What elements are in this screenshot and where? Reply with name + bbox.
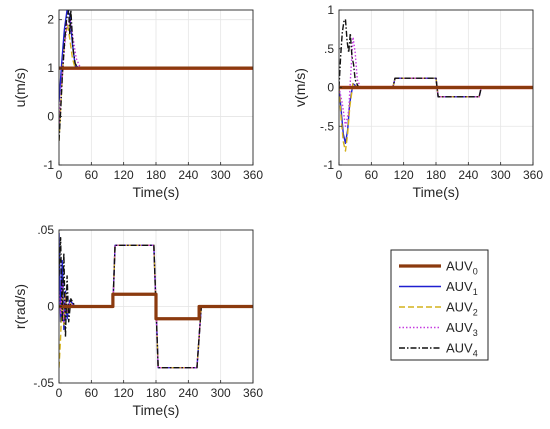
- y-tick-label: -1: [43, 158, 54, 172]
- series-line-auv4: [339, 18, 533, 98]
- plot-3: 0 60 120 180 240 300 360-.050.05Time(s)r(rad/s…: [12, 223, 263, 418]
- x-axis-label: Time(s): [413, 184, 460, 200]
- x-tick-label: 0: [336, 168, 343, 182]
- x-tick-label: 360: [523, 168, 543, 182]
- y-axis-label: r(rad/s): [12, 284, 28, 329]
- y-tick-label: -1: [323, 158, 334, 172]
- legend-label: AUV3: [446, 320, 478, 338]
- x-tick-label: 360: [243, 168, 263, 182]
- x-tick-label: 360: [243, 386, 263, 400]
- legend-label: AUV1: [446, 279, 478, 297]
- x-axis-label: Time(s): [133, 402, 180, 418]
- legend-label: AUV2: [446, 300, 478, 318]
- y-tick-label: -.05: [33, 376, 54, 390]
- x-tick-label: 120: [114, 168, 134, 182]
- x-tick-label: 300: [491, 168, 511, 182]
- legend-box: [390, 249, 489, 361]
- plot-2: 0 60 120 180 240 300 360 -1 -.5 0 .5 1 Time(s) v(m/s): [292, 3, 543, 200]
- x-tick-label: 60: [365, 168, 379, 182]
- y-tick-label: 0: [47, 110, 54, 124]
- legend: AUV0 AUV1 AUV2 AUV3 AUV4: [390, 249, 489, 361]
- x-tick-label: 180: [426, 168, 446, 182]
- y-tick-label: 0: [47, 300, 54, 314]
- y-tick-label: 1: [47, 61, 54, 75]
- x-tick-label: 240: [178, 168, 198, 182]
- legend-item-auv4: AUV4: [399, 341, 478, 359]
- legend-item-auv0: AUV0: [399, 259, 478, 277]
- series-group: [339, 18, 533, 152]
- x-tick-label: 60: [85, 386, 99, 400]
- x-tick-label: 60: [85, 168, 99, 182]
- x-tick-label: 180: [146, 168, 166, 182]
- x-tick-label: 120: [114, 386, 134, 400]
- x-tick-label: 120: [394, 168, 414, 182]
- series-line-auv4: [59, 236, 253, 369]
- x-axis-label: Time(s): [133, 184, 180, 200]
- legend-item-auv1: AUV1: [399, 279, 478, 297]
- y-axis-label: v(m/s): [292, 68, 308, 107]
- x-tick-label: 180: [146, 386, 166, 400]
- series-line-auv2: [59, 244, 253, 369]
- x-tick-label: 0: [56, 168, 63, 182]
- x-tick-label: 300: [211, 386, 231, 400]
- y-tick-label: .5: [324, 42, 334, 56]
- series-line-auv0: [59, 292, 253, 321]
- x-tick-label: 240: [458, 168, 478, 182]
- legend-item-auv3: AUV3: [399, 320, 478, 338]
- legend-label: AUV0: [446, 259, 478, 277]
- series-group: [59, 10, 253, 141]
- series-group: [59, 233, 253, 369]
- y-tick-label: 2: [47, 13, 54, 27]
- legend-item-auv2: AUV2: [399, 300, 478, 318]
- x-tick-label: 300: [211, 168, 231, 182]
- y-tick-label: .05: [37, 223, 54, 237]
- legend-label: AUV4: [446, 341, 478, 359]
- y-tick-label: -.5: [320, 119, 334, 133]
- x-tick-label: 240: [178, 386, 198, 400]
- y-axis-label: u(m/s): [12, 68, 28, 108]
- x-tick-label: 0: [56, 386, 63, 400]
- y-tick-label: 1: [327, 3, 334, 17]
- y-tick-label: 0: [327, 81, 334, 95]
